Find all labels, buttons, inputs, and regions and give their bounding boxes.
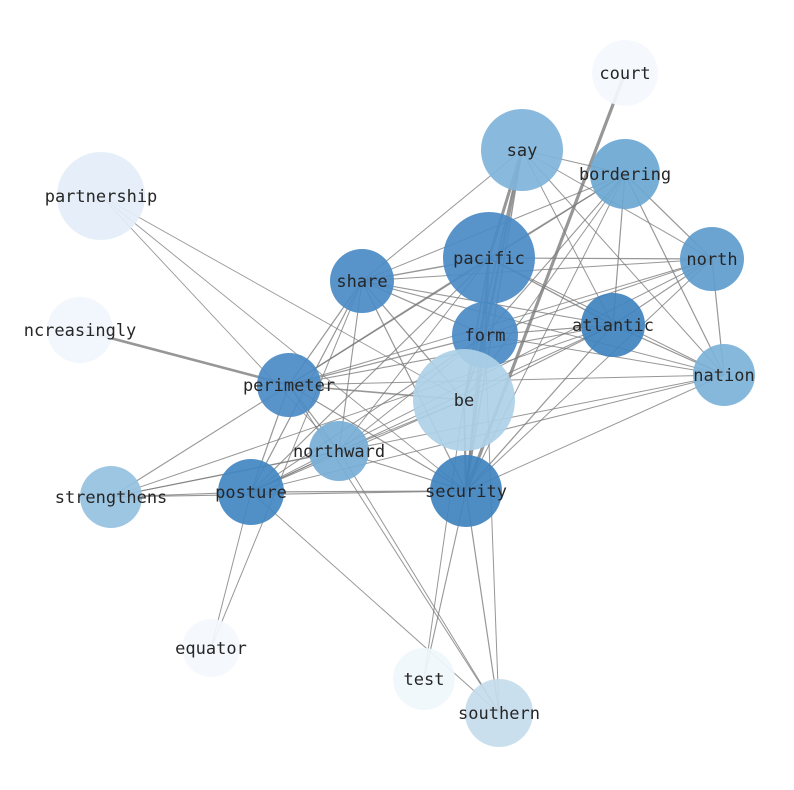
- graph-edge: [361, 280, 467, 492]
- graph-node-security[interactable]: [430, 455, 502, 527]
- graph-node-label-court: court: [599, 64, 650, 84]
- graph-edge: [465, 374, 725, 492]
- graph-node-label-north: north: [686, 250, 737, 270]
- graph-edge: [624, 173, 725, 376]
- graph-edge: [110, 384, 290, 498]
- graph-node-southern[interactable]: [465, 679, 533, 747]
- graph-node-say[interactable]: [481, 109, 563, 191]
- graph-node-label-posture: posture: [215, 483, 287, 503]
- graph-node-label-share: share: [336, 272, 387, 292]
- graph-edge: [110, 490, 467, 498]
- graph-node-equator[interactable]: [182, 619, 240, 677]
- graph-node-label-test: test: [404, 670, 445, 690]
- graph-node-label-bordering: bordering: [579, 165, 671, 185]
- graph-edge: [79, 328, 290, 387]
- graph-edge: [110, 324, 614, 498]
- graph-node-increasingly[interactable]: [47, 297, 113, 363]
- graph-node-label-equator: equator: [175, 639, 247, 659]
- graph-node-label-atlantic: atlantic: [572, 316, 654, 336]
- graph-node-pacific[interactable]: [443, 212, 535, 304]
- graph-node-nation[interactable]: [693, 344, 755, 406]
- graph-node-label-northward: northward: [293, 442, 385, 462]
- graph-edge: [288, 334, 486, 386]
- graph-edge: [465, 258, 713, 492]
- graph-edge: [250, 257, 490, 493]
- graph-node-be[interactable]: [413, 349, 515, 451]
- labels-layer: court say bordering partnership pacific north…: [24, 64, 755, 724]
- graph-edge: [250, 491, 500, 714]
- graph-edge: [521, 149, 725, 376]
- graph-node-label-security: security: [425, 482, 507, 502]
- graph-node-atlantic[interactable]: [581, 293, 645, 357]
- graph-node-perimeter[interactable]: [257, 353, 321, 417]
- graph-edge: [338, 450, 500, 714]
- graph-edge: [100, 195, 467, 492]
- graph-edge: [465, 490, 500, 714]
- graph-node-share[interactable]: [330, 249, 394, 313]
- graph-node-north[interactable]: [680, 227, 744, 291]
- graph-node-label-pacific: pacific: [453, 249, 525, 269]
- graph-edge: [361, 280, 725, 376]
- graph-node-label-be: be: [454, 391, 474, 411]
- graph-node-label-form: form: [465, 326, 506, 346]
- graph-edge: [210, 280, 363, 649]
- graph-node-northward[interactable]: [309, 421, 369, 481]
- graph-node-court[interactable]: [592, 40, 658, 106]
- nodes-layer: [47, 40, 755, 747]
- graph-node-label-southern: southern: [458, 704, 540, 724]
- graph-node-test[interactable]: [393, 648, 455, 710]
- graph-node-label-perimeter: perimeter: [243, 376, 335, 396]
- graph-edge: [361, 258, 713, 282]
- graph-node-bordering[interactable]: [590, 139, 660, 209]
- graph-edge: [484, 173, 626, 336]
- graph-node-partnership[interactable]: [57, 152, 145, 240]
- graph-node-label-say: say: [507, 141, 538, 161]
- graph-node-label-increasingly: ncreasingly: [24, 321, 137, 341]
- graph-node-label-partnership: partnership: [45, 187, 158, 207]
- graph-node-label-strengthens: strengthens: [55, 488, 168, 508]
- graph-node-posture[interactable]: [218, 459, 284, 525]
- graph-node-label-nation: nation: [693, 366, 754, 386]
- graph-node-strengthens[interactable]: [80, 466, 142, 528]
